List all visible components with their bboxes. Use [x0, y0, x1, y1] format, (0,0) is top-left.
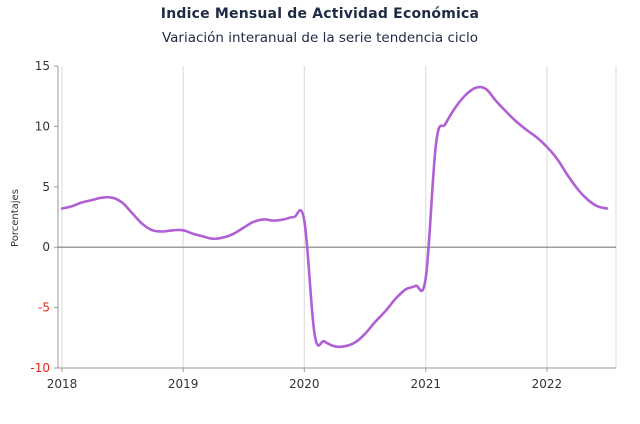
- x-tick-label-2020: 2020: [289, 377, 320, 391]
- y-tick-label-0: 0: [42, 240, 50, 254]
- x-tick-labels: 2018 2019 2020 2021 2022: [47, 377, 562, 391]
- y-axis-label: Porcentajes: [10, 189, 21, 247]
- chart-subtitle: Variación interanual de la serie tendenc…: [161, 30, 479, 46]
- y-tick-labels: 15 10 5 0 -5 -10: [30, 59, 50, 375]
- series-lines: [60, 85, 609, 349]
- gridlines: [61, 66, 617, 368]
- x-tick-label-2018: 2018: [47, 377, 78, 391]
- series-line-0: [60, 85, 609, 349]
- y-tick-label--10: -10: [30, 361, 50, 375]
- x-tick-label-2022: 2022: [532, 377, 563, 391]
- axes: [54, 65, 616, 372]
- y-tick-label-15: 15: [35, 59, 50, 73]
- y-tick-label--5: -5: [38, 301, 50, 315]
- y-tick-label-5: 5: [42, 180, 50, 194]
- chart-title: Indice Mensual de Actividad Económica: [160, 6, 480, 22]
- x-tick-label-2021: 2021: [411, 377, 442, 391]
- x-tick-label-2019: 2019: [168, 377, 199, 391]
- y-tick-label-10: 10: [35, 119, 50, 133]
